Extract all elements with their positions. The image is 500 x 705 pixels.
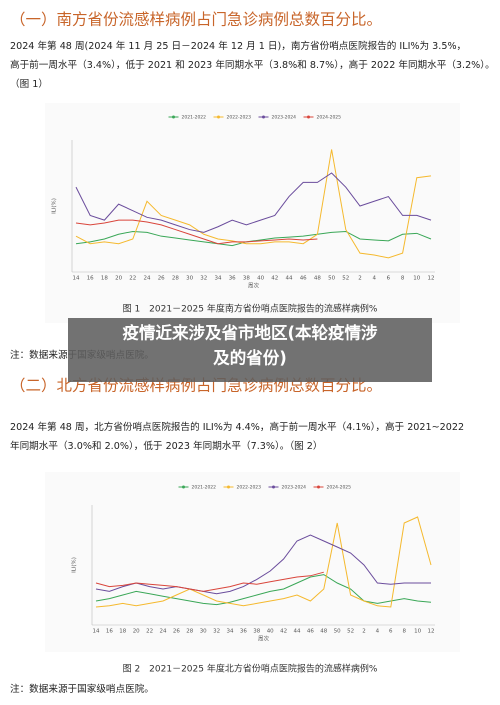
x-tick-label: 50 (334, 629, 341, 635)
y-axis-label: ILI(%) (72, 557, 78, 573)
x-tick-label: 34 (227, 629, 234, 635)
x-tick-label: 38 (253, 629, 260, 635)
note: 注：数据来源于国家级哨点医院。 (10, 683, 154, 695)
overlay-title: 及的省份) (213, 348, 287, 368)
x-tick-label: 6 (387, 276, 391, 282)
legend-label: 2023-2024 (272, 115, 297, 121)
x-tick-label: 40 (267, 629, 274, 635)
legend-marker (172, 115, 175, 119)
x-axis-label: 周次 (258, 635, 270, 643)
legend-label: 2022-2023 (227, 115, 252, 121)
series-line (75, 149, 432, 259)
x-tick-label: 22 (146, 629, 153, 635)
legend-marker (317, 485, 320, 489)
x-tick-label: 22 (129, 276, 136, 282)
x-tick-label: 26 (173, 629, 180, 635)
x-tick-label: 10 (414, 629, 421, 635)
x-tick-label: 42 (280, 629, 287, 635)
paragraph-line: 年同期水平（3.0%和 2.0%），低于 2023 年同期水平（7.3%）。（图… (10, 440, 323, 452)
x-tick-label: 24 (160, 629, 167, 635)
chart-caption: 图 1 2021－2025 年度南方省份哨点医院报告的流感样病例% (123, 303, 378, 315)
legend-marker (182, 485, 185, 489)
paragraph-line: 2024 年第 48 周(2024 年 11 月 25 日－2024 年 12 … (10, 40, 466, 52)
x-tick-label: 12 (428, 276, 435, 282)
x-tick-label: 16 (106, 629, 113, 635)
legend-marker (307, 115, 310, 119)
x-tick-label: 18 (101, 276, 108, 282)
x-tick-label: 36 (229, 276, 236, 282)
x-tick-label: 8 (402, 629, 406, 635)
series-line (95, 534, 431, 595)
chart-caption: 图 2 2021－2025 年度北方省份哨点医院报告的流感样病例% (123, 663, 378, 675)
legend-label: 2024-2025 (327, 485, 352, 491)
x-axis-label: 周次 (248, 282, 260, 290)
x-tick-label: 34 (215, 276, 222, 282)
x-tick-label: 8 (401, 276, 405, 282)
legend-marker (217, 115, 220, 119)
x-tick-label: 24 (144, 276, 151, 282)
x-tick-label: 28 (172, 276, 179, 282)
x-tick-label: 2 (362, 629, 366, 635)
x-tick-label: 32 (213, 629, 220, 635)
x-tick-label: 50 (328, 276, 335, 282)
paragraph-line: 2024 年第 48 周，北方省份哨点医院报告的 ILI%为 4.4%，高于前一… (10, 421, 464, 433)
x-tick-label: 18 (119, 629, 126, 635)
paragraph-line: 高于前一周水平（3.4%），低于 2021 和 2023 年同期水平（3.8%和… (10, 59, 495, 71)
overlay-title: 疫情近来涉及省市地区(本轮疫情涉 (122, 323, 378, 343)
series-line (95, 574, 432, 606)
x-tick-label: 14 (93, 629, 100, 635)
legend-label: 2024-2025 (317, 115, 342, 121)
x-tick-label: 38 (243, 276, 250, 282)
x-tick-label: 48 (314, 276, 321, 282)
overlay-band (68, 318, 432, 382)
x-tick-label: 30 (200, 629, 207, 635)
x-tick-label: 4 (376, 629, 380, 635)
x-tick-label: 20 (115, 276, 122, 282)
legend-label: 2021-2022 (192, 485, 217, 491)
series-line (95, 571, 324, 592)
x-tick-label: 46 (307, 629, 314, 635)
legend-label: 2023-2024 (282, 485, 307, 491)
x-tick-label: 52 (347, 629, 354, 635)
legend-label: 2022-2023 (237, 485, 262, 491)
chart-frame (45, 103, 460, 323)
series-line (95, 516, 432, 608)
x-tick-label: 30 (186, 276, 193, 282)
x-tick-label: 32 (200, 276, 207, 282)
series-line (75, 172, 432, 233)
x-tick-label: 16 (87, 276, 94, 282)
legend-marker (272, 485, 275, 489)
x-tick-label: 2 (358, 276, 362, 282)
chart-frame (45, 472, 460, 652)
series-line (75, 219, 318, 245)
y-axis-label: ILI(%) (52, 198, 58, 214)
paragraph-line: （图 1） (10, 78, 48, 90)
section-heading: （一）南方省份流感样病例占门急诊病例总数百分比。 (10, 11, 382, 29)
x-tick-label: 28 (186, 629, 193, 635)
x-tick-label: 46 (300, 276, 307, 282)
x-tick-label: 6 (389, 629, 393, 635)
x-tick-label: 44 (286, 276, 293, 282)
x-tick-label: 52 (342, 276, 349, 282)
x-tick-label: 44 (294, 629, 301, 635)
x-tick-label: 36 (240, 629, 247, 635)
x-tick-label: 10 (413, 276, 420, 282)
legend-marker (227, 485, 230, 489)
x-tick-label: 26 (158, 276, 165, 282)
x-tick-label: 20 (133, 629, 140, 635)
legend-marker (262, 115, 265, 119)
x-tick-label: 40 (257, 276, 264, 282)
x-tick-label: 12 (428, 629, 435, 635)
legend-label: 2021-2022 (182, 115, 207, 121)
x-tick-label: 4 (372, 276, 376, 282)
x-tick-label: 14 (73, 276, 80, 282)
x-tick-label: 48 (320, 629, 327, 635)
x-tick-label: 42 (271, 276, 278, 282)
